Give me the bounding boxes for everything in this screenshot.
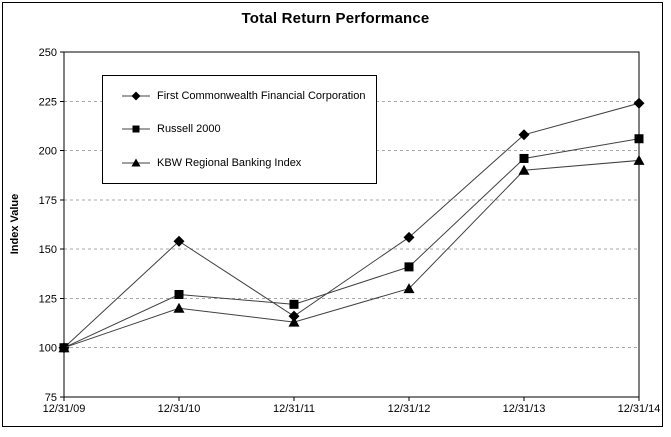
legend-marker-sample	[122, 125, 150, 133]
x-axis-tick-label: 12/31/12	[388, 403, 431, 415]
diamond-marker	[403, 231, 415, 243]
plot-border	[63, 51, 640, 398]
triangle-marker	[58, 342, 70, 353]
y-axis-tick-label: 100	[39, 343, 57, 355]
triangle-marker	[518, 164, 530, 175]
diamond-marker	[288, 310, 300, 322]
x-axis-tick-label: 12/31/13	[503, 403, 546, 415]
triangle-marker	[173, 302, 185, 313]
legend-item: Russell 2000	[103, 123, 376, 135]
legend-item: First Commonwealth Financial Corporation	[103, 90, 376, 102]
series-line	[63, 138, 640, 349]
chart-title: Total Return Performance	[241, 10, 430, 27]
square-marker	[174, 289, 184, 299]
triangle-marker	[403, 283, 415, 294]
y-axis-tick-label: 150	[39, 244, 57, 256]
y-axis-tick-label: 225	[39, 96, 57, 108]
diamond-marker	[633, 97, 645, 109]
y-axis-tick-label: 175	[39, 195, 57, 207]
y-axis-tick-label: 250	[39, 47, 57, 59]
square-marker	[519, 153, 529, 163]
series-line	[63, 159, 640, 349]
series-line	[63, 102, 640, 349]
x-axis-tick-label: 12/31/14	[618, 403, 661, 415]
y-axis-title: Index Value	[9, 193, 21, 255]
square-marker	[132, 125, 140, 133]
legend-item: KBW Regional Banking Index	[103, 157, 376, 169]
legend-marker-sample	[122, 158, 150, 167]
square-marker	[289, 299, 299, 309]
legend-label: Russell 2000	[157, 123, 221, 136]
triangle-marker	[288, 316, 300, 327]
legend: First Commonwealth Financial Corporation…	[102, 75, 377, 184]
legend-label: KBW Regional Banking Index	[157, 157, 302, 170]
chart-outer-border	[2, 2, 663, 427]
legend-marker-sample	[122, 91, 150, 101]
triangle-marker	[131, 158, 141, 167]
diamond-marker	[131, 91, 141, 101]
y-axis-tick-label: 200	[39, 146, 57, 158]
y-axis-tick-label: 125	[39, 293, 57, 305]
x-axis-tick-label: 12/31/09	[43, 403, 86, 415]
diamond-marker	[518, 129, 530, 141]
square-marker	[404, 262, 414, 272]
legend-label: First Commonwealth Financial Corporation	[157, 89, 366, 102]
triangle-marker	[633, 154, 645, 165]
y-axis-tick-label: 75	[45, 392, 57, 404]
square-marker	[634, 134, 644, 144]
x-axis-tick-label: 12/31/11	[273, 403, 315, 415]
diamond-marker	[173, 235, 185, 247]
x-axis-tick-label: 12/31/10	[158, 403, 201, 415]
